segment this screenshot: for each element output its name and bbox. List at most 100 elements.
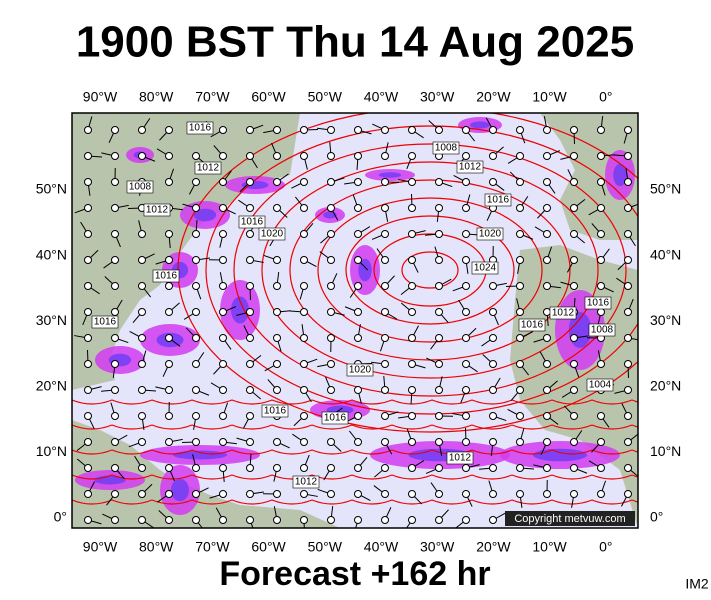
wind-station xyxy=(624,256,632,264)
wind-station xyxy=(381,516,389,524)
wind-station xyxy=(516,334,524,342)
wind-station xyxy=(273,204,281,212)
wind-station xyxy=(354,256,362,264)
isobar-label-box xyxy=(186,121,214,135)
wind-station xyxy=(165,464,173,472)
longitude-label: 10°W xyxy=(532,539,567,555)
wind-station xyxy=(111,256,119,264)
wind-station xyxy=(570,412,578,420)
wind-station xyxy=(300,412,308,420)
isobar-label: 1016 xyxy=(324,413,347,424)
longitude-label: 60°W xyxy=(251,539,286,555)
wind-station xyxy=(381,204,389,212)
wind-station xyxy=(84,386,92,394)
wind-station xyxy=(381,360,389,368)
isobar xyxy=(317,197,543,343)
wind-station xyxy=(408,178,416,186)
wind-station xyxy=(354,490,362,498)
latitude-label: 30°N xyxy=(650,312,681,328)
map-area: 1016101210081012101610201016101610081012… xyxy=(72,113,638,528)
wind-station xyxy=(246,360,254,368)
longitude-label: 70°W xyxy=(195,89,230,105)
isobar-label-box xyxy=(258,227,286,241)
wind-station xyxy=(543,360,551,368)
isobar-label: 1020 xyxy=(479,229,502,240)
wind-station xyxy=(192,490,200,498)
copyright-box xyxy=(505,511,635,526)
longitude-label: 40°W xyxy=(364,539,399,555)
wind-station xyxy=(138,516,146,524)
wind-station xyxy=(516,412,524,420)
wind-station xyxy=(435,230,443,238)
wind-station xyxy=(84,152,92,160)
isobar xyxy=(401,251,459,289)
wind-station xyxy=(516,438,524,446)
wind-station xyxy=(327,204,335,212)
land xyxy=(72,420,340,528)
wind-station xyxy=(192,386,200,394)
wind-station xyxy=(84,178,92,186)
isobar-label: 1016 xyxy=(587,298,610,309)
wind-station xyxy=(354,152,362,160)
wind-station xyxy=(138,386,146,394)
wind-station xyxy=(597,204,605,212)
longitude-label: 30°W xyxy=(420,89,455,105)
wind-station xyxy=(138,360,146,368)
isobar-label-box xyxy=(152,269,180,283)
wind-station xyxy=(273,334,281,342)
isobar-label-box xyxy=(321,411,349,425)
wind-station xyxy=(462,386,470,394)
wind-station xyxy=(246,230,254,238)
wind-station xyxy=(84,438,92,446)
copyright: Copyright metvuw.com xyxy=(514,513,625,525)
isobar-label: 1016 xyxy=(487,195,510,206)
wind-station xyxy=(300,334,308,342)
wind-station xyxy=(462,178,470,186)
wind-station xyxy=(462,204,470,212)
wind-station xyxy=(138,256,146,264)
wind-station xyxy=(408,334,416,342)
isobar-label: 1012 xyxy=(552,308,575,319)
wind-station xyxy=(408,490,416,498)
wind-station xyxy=(300,178,308,186)
wind-station xyxy=(165,490,173,498)
longitude-label: 90°W xyxy=(83,539,118,555)
wind-station xyxy=(597,126,605,134)
wind-station xyxy=(570,152,578,160)
longitude-label: 0° xyxy=(599,539,612,555)
wind-station xyxy=(246,204,254,212)
wind-station xyxy=(516,126,524,134)
wind-station xyxy=(246,464,254,472)
wind-station xyxy=(219,334,227,342)
longitude-label: 50°W xyxy=(308,539,343,555)
wind-station xyxy=(111,126,119,134)
latitude-label: 40°N xyxy=(36,246,67,262)
wind-station xyxy=(300,204,308,212)
wind-station xyxy=(489,516,497,524)
wind-station xyxy=(246,334,254,342)
wind-station xyxy=(219,464,227,472)
wind-station xyxy=(624,282,632,290)
isobar-label: 1012 xyxy=(459,162,482,173)
wind-station xyxy=(300,386,308,394)
wind-station xyxy=(354,516,362,524)
isobar-label-box xyxy=(194,161,222,175)
wind-station xyxy=(624,490,632,498)
wind-station xyxy=(543,438,551,446)
wind-station xyxy=(543,282,551,290)
wind-station xyxy=(273,282,281,290)
wind-station xyxy=(462,334,470,342)
isobar-label-box xyxy=(586,378,614,392)
isobar xyxy=(72,424,638,430)
wind-station xyxy=(165,282,173,290)
wind-station xyxy=(435,308,443,316)
wind-station xyxy=(624,152,632,160)
precip-core xyxy=(173,450,227,460)
wind-station xyxy=(138,464,146,472)
wind-station xyxy=(192,204,200,212)
longitude-label: 80°W xyxy=(139,89,174,105)
wind-station xyxy=(84,360,92,368)
wind-station xyxy=(381,282,389,290)
wind-station xyxy=(219,308,227,316)
wind-station xyxy=(462,282,470,290)
